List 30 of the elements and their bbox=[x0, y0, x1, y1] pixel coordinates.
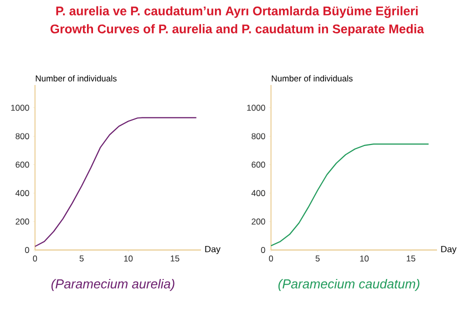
x-tick-label: 15 bbox=[406, 256, 416, 262]
text: (Paramecium aurelia) bbox=[51, 278, 174, 292]
text: Growth Curves of P. aurelia and P. caudatum in Separate Media bbox=[50, 24, 424, 36]
y-tick-label: 0 bbox=[25, 246, 30, 254]
y-tick-label: 400 bbox=[15, 190, 30, 196]
y-tick-label: 1000 bbox=[247, 104, 266, 111]
y-tick-label: 600 bbox=[16, 162, 30, 168]
y-axis-title: Number of individuals bbox=[36, 75, 117, 82]
x-tick-label: 0 bbox=[32, 256, 38, 262]
line-series bbox=[34, 117, 197, 247]
x-tick-label: 0 bbox=[268, 256, 274, 262]
y-tick-label: 600 bbox=[252, 162, 266, 168]
y-tick-label: 0 bbox=[261, 246, 266, 254]
x-tick-label: 10 bbox=[360, 256, 369, 262]
line-series bbox=[270, 143, 430, 246]
text: (Paramecium caudatum) bbox=[278, 278, 420, 292]
y-tick-label: 200 bbox=[252, 218, 266, 225]
x-tick-label: 15 bbox=[170, 256, 180, 262]
x-axis-title: Day bbox=[441, 246, 457, 254]
x-tick-label: 5 bbox=[316, 256, 320, 262]
y-tick-label: 1000 bbox=[11, 104, 30, 111]
y-tick-label: 400 bbox=[251, 190, 266, 196]
y-axis-title: Number of individuals bbox=[272, 75, 353, 82]
x-axis-title: Day bbox=[205, 246, 221, 254]
x-tick-label: 5 bbox=[80, 256, 84, 262]
y-tick-label: 200 bbox=[16, 218, 30, 225]
text: P. aurelia ve P. caudatum’un Ayrı Ortamlarda Büyüme Eğrileri bbox=[56, 6, 418, 18]
x-tick-label: 10 bbox=[124, 256, 133, 262]
y-tick-label: 800 bbox=[252, 133, 266, 140]
y-tick-label: 800 bbox=[16, 133, 30, 140]
